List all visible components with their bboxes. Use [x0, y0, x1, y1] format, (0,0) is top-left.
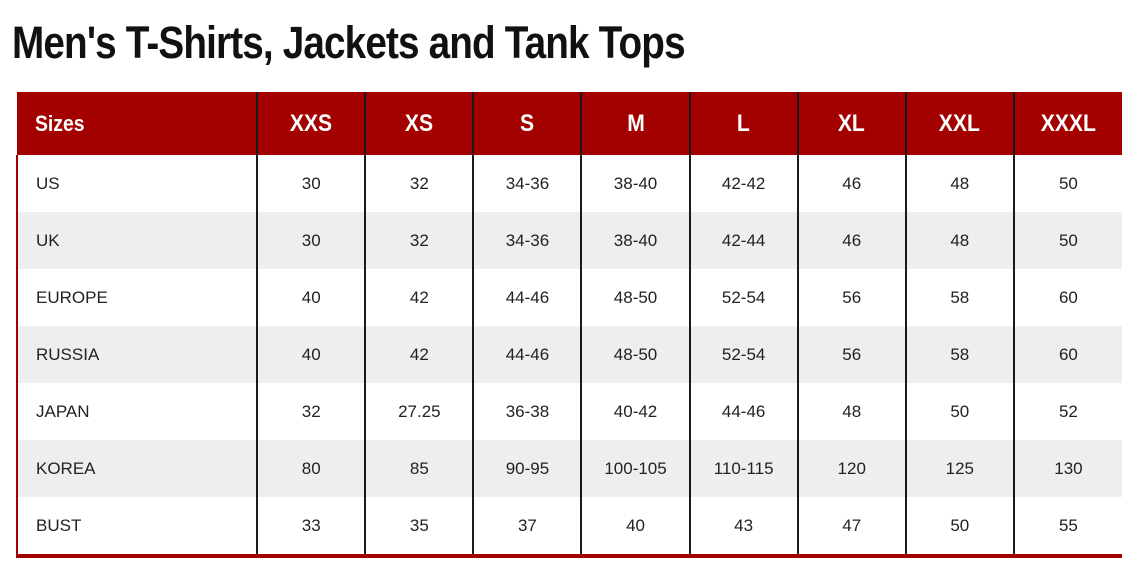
size-value-cell: 43 — [688, 497, 798, 556]
size-value-cell: 48 — [796, 383, 906, 440]
header-cell-xl: XL — [796, 92, 906, 155]
size-value-cell: 56 — [796, 269, 906, 326]
size-value-cell: 33 — [256, 497, 366, 556]
size-value-cell: 60 — [1012, 269, 1122, 326]
header-cell-label: XS — [405, 109, 434, 137]
header-cell-label: S — [520, 109, 535, 137]
header-cell-l: L — [688, 92, 798, 155]
row-label-cell: UK — [15, 212, 258, 269]
table-row: KOREA 80 85 90-95 100-105 110-115 120 125 130 — [15, 440, 1122, 497]
size-value-cell: 52 — [1012, 383, 1122, 440]
size-value-cell: 35 — [364, 497, 474, 556]
row-label-cell: RUSSIA — [15, 326, 258, 383]
size-value-cell: 44-46 — [472, 269, 582, 326]
size-value-cell: 46 — [796, 212, 906, 269]
table-row: US 30 32 34-36 38-40 42-42 46 48 50 — [15, 155, 1122, 212]
size-value-cell: 40 — [256, 269, 366, 326]
size-value-cell: 40 — [256, 326, 366, 383]
size-value-cell: 48 — [904, 155, 1014, 212]
table-row: RUSSIA 40 42 44-46 48-50 52-54 56 58 60 — [15, 326, 1122, 383]
size-value-cell: 50 — [904, 383, 1014, 440]
size-value-cell: 32 — [364, 155, 474, 212]
size-value-cell: 34-36 — [472, 212, 582, 269]
size-value-cell: 42 — [364, 269, 474, 326]
size-value-cell: 50 — [1012, 212, 1122, 269]
row-label-cell: JAPAN — [15, 383, 258, 440]
size-value-cell: 44-46 — [472, 326, 582, 383]
size-value-cell: 42-42 — [688, 155, 798, 212]
header-cell-label: L — [737, 109, 751, 137]
size-value-cell: 44-46 — [688, 383, 798, 440]
header-cell-label: XXXL — [1040, 109, 1097, 137]
size-value-cell: 100-105 — [580, 440, 690, 497]
header-cell-m: M — [580, 92, 690, 155]
size-value-cell: 34-36 — [472, 155, 582, 212]
size-value-cell: 42 — [364, 326, 474, 383]
header-cell-xxl: XXL — [904, 92, 1014, 155]
size-value-cell: 55 — [1012, 497, 1122, 556]
size-value-cell: 40 — [580, 497, 690, 556]
size-value-cell: 32 — [256, 383, 366, 440]
size-value-cell: 48-50 — [580, 326, 690, 383]
table-row: UK 30 32 34-36 38-40 42-44 46 48 50 — [15, 212, 1122, 269]
size-value-cell: 110-115 — [688, 440, 798, 497]
header-cell-label: M — [626, 109, 645, 137]
row-label-cell: US — [15, 155, 258, 212]
size-value-cell: 40-42 — [580, 383, 690, 440]
size-value-cell: 125 — [904, 440, 1014, 497]
size-value-cell: 37 — [472, 497, 582, 556]
size-value-cell: 52-54 — [688, 326, 798, 383]
header-cell-s: S — [472, 92, 582, 155]
size-value-cell: 30 — [256, 212, 366, 269]
header-cell-label: XL — [838, 109, 866, 137]
header-cell-sizes: Sizes — [17, 92, 258, 155]
row-label-cell: EUROPE — [15, 269, 258, 326]
size-value-cell: 46 — [796, 155, 906, 212]
table-row: EUROPE 40 42 44-46 48-50 52-54 56 58 60 — [15, 269, 1122, 326]
table-body: US 30 32 34-36 38-40 42-42 46 48 50 UK 30 32 34-36 38… — [15, 155, 1122, 556]
size-value-cell: 85 — [364, 440, 474, 497]
size-value-cell: 27.25 — [364, 383, 474, 440]
size-value-cell: 130 — [1012, 440, 1122, 497]
size-value-cell: 36-38 — [472, 383, 582, 440]
size-value-cell: 48 — [904, 212, 1014, 269]
size-value-cell: 50 — [1012, 155, 1122, 212]
row-label-cell: BUST — [15, 497, 258, 556]
page-title: Men's T-Shirts, Jackets and Tank Tops — [12, 17, 686, 68]
row-label-cell: KOREA — [15, 440, 258, 497]
size-value-cell: 32 — [364, 212, 474, 269]
size-value-cell: 52-54 — [688, 269, 798, 326]
size-value-cell: 30 — [256, 155, 366, 212]
table-row: BUST 33 35 37 40 43 47 50 55 — [15, 497, 1122, 556]
table-row: JAPAN 32 27.25 36-38 40-42 44-46 48 50 52 — [15, 383, 1122, 440]
header-cell-label: XXL — [939, 109, 981, 137]
size-value-cell: 58 — [904, 326, 1014, 383]
size-value-cell: 38-40 — [580, 155, 690, 212]
size-value-cell: 38-40 — [580, 212, 690, 269]
header-cell-xxxl: XXXL — [1012, 92, 1122, 155]
size-value-cell: 48-50 — [580, 269, 690, 326]
header-cell-xxs: XXS — [256, 92, 366, 155]
size-value-cell: 58 — [904, 269, 1014, 326]
size-chart-table: Sizes XXS XS S M L XL XXL XXXL US 30 32 34-… — [15, 92, 1122, 558]
header-cell-xs: XS — [364, 92, 474, 155]
size-value-cell: 47 — [796, 497, 906, 556]
size-value-cell: 90-95 — [472, 440, 582, 497]
header-cell-label: XXS — [290, 109, 333, 137]
header-cell-label: Sizes — [35, 110, 85, 136]
size-value-cell: 80 — [256, 440, 366, 497]
size-value-cell: 56 — [796, 326, 906, 383]
table-header-row: Sizes XXS XS S M L XL XXL XXXL — [17, 92, 1122, 155]
size-value-cell: 42-44 — [688, 212, 798, 269]
size-value-cell: 50 — [904, 497, 1014, 556]
size-value-cell: 60 — [1012, 326, 1122, 383]
size-value-cell: 120 — [796, 440, 906, 497]
